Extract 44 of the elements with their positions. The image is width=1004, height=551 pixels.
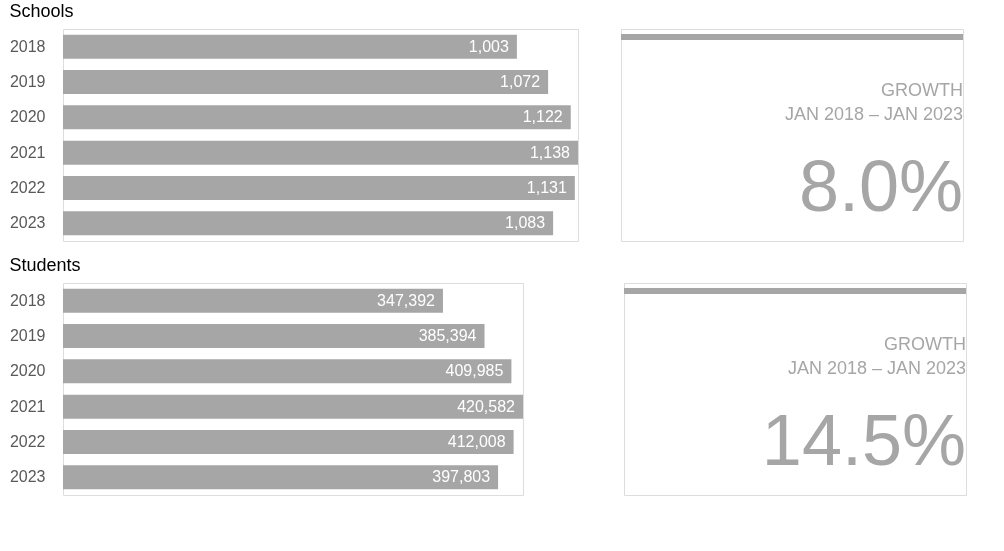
data-label: 347,392 — [377, 291, 436, 309]
data-label: 1,072 — [500, 73, 541, 90]
data-label: 1,122 — [522, 108, 563, 126]
y-tick-label: 2018 — [9, 37, 46, 55]
chart-title: Schools — [9, 1, 74, 21]
data-label: 1,083 — [505, 214, 546, 232]
bar — [63, 105, 571, 130]
data-label: 1,131 — [526, 179, 567, 196]
bar — [63, 324, 485, 348]
y-tick-label: 2023 — [9, 468, 46, 486]
y-tick-label: 2023 — [9, 214, 46, 232]
bar — [63, 430, 514, 454]
data-label: 1,138 — [529, 143, 571, 161]
y-tick-label: 2022 — [9, 179, 46, 196]
data-label: 385,394 — [418, 327, 477, 344]
y-tick-label: 2019 — [9, 73, 46, 90]
text: 14.5% — [761, 400, 966, 480]
text: JAN 2018 – JAN 2023 — [787, 358, 966, 378]
text: GROWTH — [884, 334, 966, 354]
data-label: 409,985 — [445, 362, 504, 380]
data-label: 1,003 — [468, 37, 509, 55]
bar — [63, 70, 549, 94]
text: GROWTH — [881, 80, 963, 100]
data-label: 420,582 — [457, 397, 516, 415]
bar — [63, 140, 578, 165]
chart-title: Students — [9, 255, 81, 275]
bar — [63, 288, 443, 313]
data-label: 412,008 — [447, 433, 506, 450]
text: 8.0% — [798, 146, 963, 226]
y-tick-label: 2018 — [9, 291, 46, 309]
y-tick-label: 2020 — [9, 362, 46, 380]
y-tick-label: 2020 — [9, 108, 46, 126]
bar — [63, 394, 523, 419]
bar — [63, 34, 517, 59]
bar — [63, 359, 512, 384]
data-label: 397,803 — [432, 468, 491, 486]
bar — [63, 465, 499, 490]
y-tick-label: 2019 — [9, 327, 46, 344]
bar — [63, 211, 554, 236]
bar — [63, 176, 575, 200]
text: JAN 2018 – JAN 2023 — [784, 104, 963, 124]
y-tick-label: 2021 — [9, 397, 46, 415]
y-tick-label: 2021 — [9, 143, 46, 161]
y-tick-label: 2022 — [9, 433, 46, 450]
